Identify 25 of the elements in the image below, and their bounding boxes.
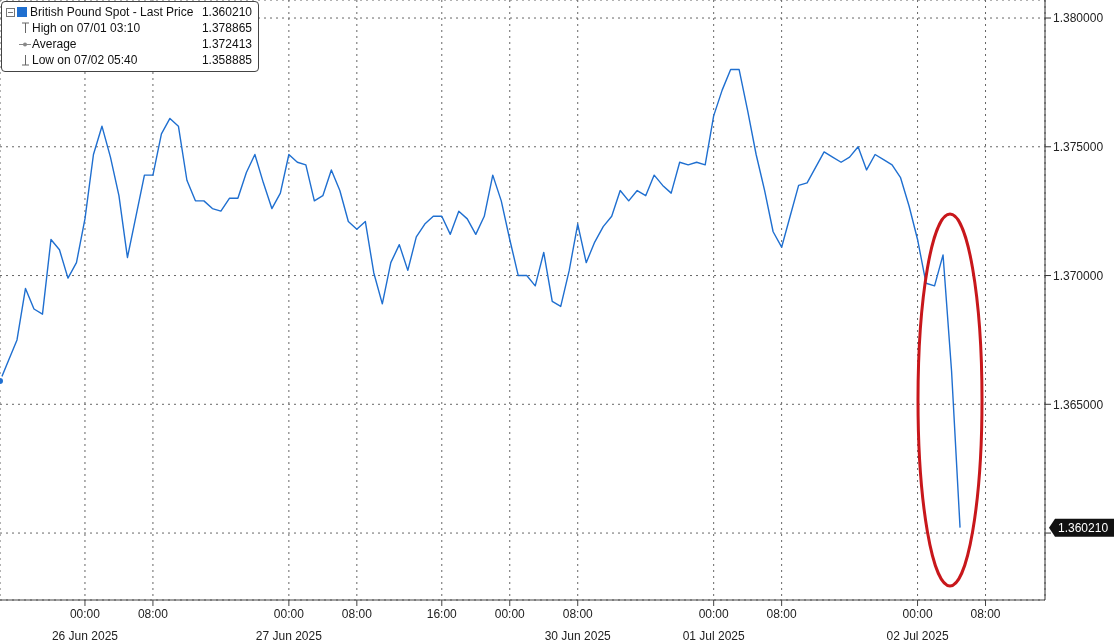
x-tick-label: 08:00 xyxy=(766,607,797,621)
line-series xyxy=(0,68,961,529)
annotation: 1.378865 xyxy=(201,20,252,36)
y-tick-label: 1.375000 xyxy=(1053,140,1104,155)
x-tick-label: 00:00 01 Jul 2025 xyxy=(682,607,745,643)
x-tick-label: 08:00 xyxy=(341,607,373,621)
y-tick-label: 1.370000 xyxy=(1053,268,1104,283)
annotation: 1.372413 xyxy=(201,36,252,52)
y-tick-label: 1.380000 xyxy=(1053,11,1104,26)
annotation: Low on 07/02 05:40 xyxy=(32,52,139,68)
x-tick-label: 16:00 xyxy=(426,607,458,621)
x-tick-label: 00:00 26 Jun 2025 xyxy=(51,607,119,643)
x-tick-label: 00:00 27 Jun 2025 xyxy=(255,607,323,643)
x-tick-label: 00:00 xyxy=(494,607,526,621)
x-tick-label: 08:00 xyxy=(970,607,1001,621)
annotation: High on 07/01 03:10 xyxy=(32,20,142,36)
x-tick-label: 08:00 30 Jun 2025 xyxy=(544,607,612,643)
annotation: Average xyxy=(32,36,78,52)
x-tick-label: 08:00 xyxy=(137,607,169,621)
y-tick-label: 1.365000 xyxy=(1053,397,1104,412)
annotation: 1.360210 xyxy=(201,4,252,20)
text: 1.360210 xyxy=(1058,520,1109,535)
legend-label: British Pound Spot - Last Price xyxy=(30,4,195,20)
x-tick-label: 00:00 02 Jul 2025 xyxy=(886,607,949,643)
annotation: 1.358885 xyxy=(201,52,252,68)
